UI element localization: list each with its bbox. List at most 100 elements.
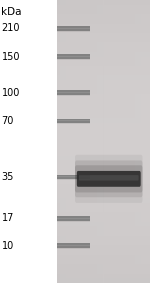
Bar — [57, 19, 150, 23]
Bar — [57, 31, 90, 32]
Bar — [57, 160, 150, 165]
Bar — [57, 85, 150, 90]
Bar — [57, 61, 150, 66]
Bar — [57, 218, 90, 219]
Bar — [57, 170, 150, 175]
Bar — [57, 179, 90, 181]
Bar — [57, 226, 150, 231]
Bar — [57, 176, 90, 177]
Bar — [57, 119, 90, 123]
Bar — [57, 42, 150, 47]
Text: kDa: kDa — [2, 7, 22, 17]
Bar — [88, 0, 91, 283]
Bar — [97, 0, 100, 283]
Bar — [60, 0, 63, 283]
Bar — [116, 0, 119, 283]
Bar — [57, 123, 150, 127]
Bar — [57, 212, 150, 217]
Text: 100: 100 — [2, 87, 20, 98]
Bar — [57, 241, 150, 245]
Bar — [57, 193, 150, 198]
Bar — [128, 0, 131, 283]
Bar — [57, 250, 150, 255]
FancyBboxPatch shape — [75, 165, 142, 192]
Bar — [57, 47, 150, 52]
Bar — [57, 222, 150, 226]
Bar — [57, 28, 150, 33]
Bar — [125, 0, 128, 283]
Bar — [57, 59, 90, 60]
Bar — [57, 95, 90, 96]
Bar — [57, 76, 150, 80]
FancyBboxPatch shape — [79, 175, 139, 181]
Bar — [57, 203, 150, 207]
Bar — [57, 0, 60, 283]
Bar — [79, 0, 82, 283]
Bar — [57, 264, 150, 269]
FancyBboxPatch shape — [75, 155, 142, 203]
Bar — [113, 0, 116, 283]
Bar — [57, 9, 150, 14]
Bar — [122, 0, 125, 283]
Bar — [57, 245, 150, 250]
Bar — [57, 66, 150, 71]
Bar — [57, 146, 150, 151]
Bar — [57, 52, 150, 57]
Bar — [57, 123, 90, 125]
Bar — [138, 0, 141, 283]
Bar — [57, 5, 150, 9]
Bar — [57, 23, 150, 28]
Text: 150: 150 — [2, 52, 20, 62]
Bar — [57, 137, 150, 142]
Bar — [57, 236, 150, 241]
Bar — [57, 189, 150, 193]
Bar — [91, 0, 94, 283]
Bar — [76, 0, 79, 283]
Bar — [57, 165, 150, 170]
Bar — [57, 57, 150, 61]
Text: 10: 10 — [2, 241, 14, 251]
Bar — [107, 0, 110, 283]
Bar — [57, 120, 90, 121]
Bar — [57, 28, 90, 29]
Bar — [57, 248, 90, 249]
Bar — [57, 156, 150, 160]
Bar — [57, 260, 150, 264]
Bar — [100, 0, 104, 283]
Bar — [57, 269, 150, 274]
Bar — [147, 0, 150, 283]
Bar — [57, 90, 90, 95]
Bar — [131, 0, 135, 283]
Bar — [57, 108, 150, 113]
Bar — [57, 92, 90, 93]
Bar — [57, 33, 150, 38]
Bar — [82, 0, 85, 283]
Bar — [57, 26, 90, 31]
Bar — [57, 132, 150, 137]
Bar — [57, 278, 150, 283]
Text: 35: 35 — [2, 172, 14, 182]
Bar — [69, 0, 72, 283]
Bar — [57, 274, 150, 278]
Bar — [110, 0, 113, 283]
Bar — [57, 99, 150, 104]
FancyBboxPatch shape — [75, 160, 142, 197]
Bar — [144, 0, 147, 283]
Bar — [57, 255, 150, 260]
Bar — [57, 118, 150, 123]
Bar — [57, 151, 150, 156]
Bar — [57, 179, 150, 184]
Bar — [57, 0, 150, 5]
Bar — [135, 0, 138, 283]
Bar — [57, 80, 150, 85]
Bar — [57, 198, 150, 203]
Text: 17: 17 — [2, 213, 14, 224]
Bar — [57, 54, 90, 59]
Bar — [72, 0, 76, 283]
Bar — [85, 0, 88, 283]
Bar — [103, 0, 107, 283]
Bar — [57, 142, 150, 146]
Bar — [57, 14, 150, 19]
Bar — [57, 243, 90, 248]
FancyBboxPatch shape — [77, 171, 141, 187]
